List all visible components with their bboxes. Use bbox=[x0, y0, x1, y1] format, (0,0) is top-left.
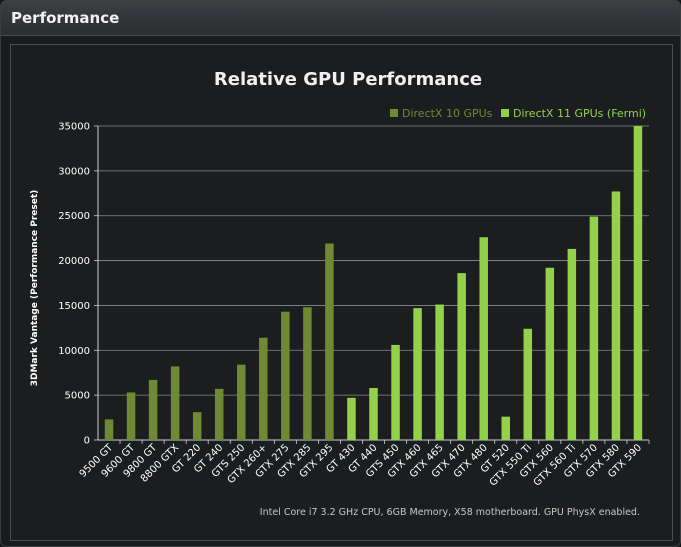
y-tick-label: 25000 bbox=[58, 211, 90, 222]
bar-gtx-560 bbox=[545, 267, 555, 440]
window-titlebar: Performance bbox=[1, 1, 680, 36]
y-tick-label: 15000 bbox=[58, 301, 90, 312]
gpu-performance-chart: Relative GPU Performance DirectX 10 GPUs… bbox=[30, 69, 650, 518]
y-tick-label: 0 bbox=[84, 436, 90, 447]
bar-gt-430 bbox=[347, 397, 356, 440]
bar-gt-440 bbox=[369, 387, 378, 440]
bar-gtx-460 bbox=[413, 308, 422, 440]
y-tick-label: 35000 bbox=[58, 122, 90, 133]
bar-gtx-550-ti bbox=[523, 328, 533, 440]
chart-grid bbox=[98, 125, 649, 441]
y-axis-label: 3DMark Vantage (Performance Preset) bbox=[30, 190, 40, 387]
bar-9800-gt bbox=[148, 379, 158, 440]
window-title: Performance bbox=[11, 9, 120, 27]
legend-label: DirectX 11 GPUs (Fermi) bbox=[513, 107, 646, 120]
legend-swatch bbox=[501, 109, 509, 117]
chart-bars bbox=[104, 126, 643, 440]
bar-gtx-590 bbox=[633, 126, 643, 440]
y-tick-label: 10000 bbox=[58, 346, 90, 357]
bar-gts-450 bbox=[391, 344, 400, 440]
chart-title: Relative GPU Performance bbox=[214, 69, 482, 90]
bar-9500-gt bbox=[104, 419, 114, 440]
bar-gtx-480 bbox=[479, 237, 488, 440]
bar-gt-520 bbox=[501, 416, 510, 440]
bar-8800-gtx bbox=[170, 366, 180, 440]
bar-gtx-285 bbox=[303, 307, 312, 440]
bar-gtx-465 bbox=[435, 304, 444, 440]
bar-gtx-260- bbox=[259, 337, 268, 440]
bar-gtx-295 bbox=[325, 243, 334, 440]
y-tick-label: 30000 bbox=[58, 166, 90, 177]
bar-gtx-570 bbox=[589, 216, 599, 440]
legend-label: DirectX 10 GPUs bbox=[402, 107, 493, 120]
chart-legend: DirectX 10 GPUs DirectX 11 GPUs (Fermi) bbox=[390, 107, 646, 120]
bar-gtx-560-ti bbox=[567, 248, 577, 440]
bar-gt-240 bbox=[214, 388, 224, 440]
y-tick-label: 20000 bbox=[58, 256, 90, 267]
bar-gtx-275 bbox=[281, 311, 290, 440]
bar-gtx-470 bbox=[457, 273, 466, 440]
y-tick-label: 5000 bbox=[65, 391, 90, 402]
y-axis-ticks: 0 5000 10000 15000 20000 25000 30000 35000 bbox=[58, 122, 649, 447]
bar-gtx-580 bbox=[611, 191, 621, 440]
legend-swatch bbox=[390, 109, 398, 117]
bar-gts-250 bbox=[237, 364, 246, 440]
bar-gt-220 bbox=[192, 412, 202, 440]
chart-panel: Relative GPU Performance DirectX 10 GPUs… bbox=[10, 44, 673, 541]
bar-9600-gt bbox=[126, 392, 136, 440]
chart-footnote: Intel Core i7 3.2 GHz CPU, 6GB Memory, X… bbox=[260, 507, 640, 518]
